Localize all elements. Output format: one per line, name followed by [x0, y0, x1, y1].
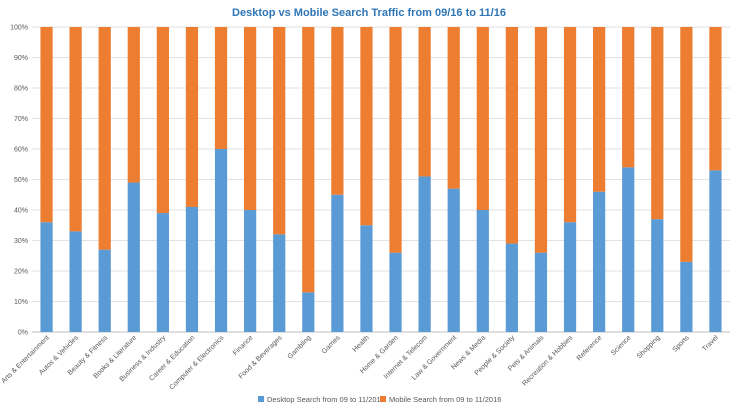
- bar-mobile: [389, 27, 402, 253]
- bar-desktop: [709, 170, 722, 332]
- y-tick-label: 60%: [14, 147, 28, 154]
- bar-desktop: [360, 225, 373, 332]
- gridlines: [32, 26, 730, 333]
- bar-mobile: [505, 27, 518, 244]
- x-tick-label: Computer & Electronics: [169, 334, 226, 391]
- bar-desktop: [563, 222, 577, 332]
- legend-label: Mobile Search from 09 to 11/2016: [389, 395, 501, 404]
- bar-mobile: [418, 27, 431, 177]
- y-tick-label: 20%: [14, 269, 28, 276]
- bar-mobile: [331, 27, 344, 195]
- bar-mobile: [680, 27, 693, 262]
- legend-swatch: [380, 396, 386, 402]
- bar-desktop: [302, 292, 315, 332]
- bar-desktop: [505, 243, 518, 332]
- x-tick-label: Recreation & Hobbies: [521, 334, 574, 387]
- bar-desktop: [651, 219, 664, 332]
- bar-mobile: [156, 27, 169, 214]
- y-tick-label: 100%: [10, 25, 28, 32]
- bar-desktop: [127, 182, 140, 332]
- bar-desktop: [156, 213, 169, 332]
- bar-mobile: [40, 27, 53, 223]
- y-tick-label: 90%: [14, 55, 28, 62]
- bar-desktop: [389, 252, 402, 332]
- bar-desktop: [98, 249, 111, 332]
- bar-mobile: [360, 27, 373, 226]
- bar-desktop: [476, 210, 489, 332]
- bar-mobile: [563, 27, 577, 223]
- bar-mobile: [127, 27, 140, 183]
- bar-desktop: [185, 206, 199, 332]
- bar-desktop: [622, 167, 635, 332]
- x-tick-label: Travel: [701, 334, 720, 353]
- y-tick-label: 80%: [14, 86, 28, 93]
- y-tick-label: 0%: [18, 330, 28, 337]
- bar-desktop: [680, 261, 693, 332]
- bar-mobile: [273, 27, 286, 235]
- bar-mobile: [476, 27, 489, 210]
- bar-mobile: [593, 27, 606, 192]
- bar-mobile: [651, 27, 664, 220]
- y-tick-label: 40%: [14, 208, 28, 215]
- bar-mobile: [98, 27, 111, 250]
- legend-swatch: [258, 396, 264, 402]
- bar-desktop: [331, 194, 344, 332]
- bar-mobile: [244, 27, 257, 210]
- x-tick-label: Arts & Entertainment: [0, 334, 51, 385]
- y-axis-tick-labels: 0% 10% 20% 30% 40% 50% 60% 70% 80% 90% 100%: [10, 25, 28, 337]
- bar-mobile: [709, 27, 722, 171]
- bar-mobile: [302, 27, 315, 293]
- x-tick-label: Finance: [232, 334, 255, 357]
- bar-desktop: [273, 234, 286, 332]
- y-tick-label: 50%: [14, 177, 28, 184]
- chart-title: Desktop vs Mobile Search Traffic from 09…: [232, 7, 506, 19]
- bar-mobile: [214, 27, 228, 149]
- x-tick-label: Sports: [672, 334, 692, 354]
- bar-mobile: [534, 27, 548, 253]
- bar-desktop: [534, 252, 548, 332]
- bar-mobile: [622, 27, 635, 168]
- y-tick-label: 30%: [14, 238, 28, 245]
- x-tick-label: Shopping: [636, 334, 662, 360]
- y-tick-label: 70%: [14, 116, 28, 123]
- legend: Desktop Search from 09 to 11/2016 Mobile …: [258, 395, 501, 404]
- bar-desktop: [593, 191, 606, 332]
- bar-desktop: [418, 176, 431, 332]
- legend-label: Desktop Search from 09 to 11/2016: [267, 395, 385, 404]
- x-tick-label: Science: [610, 334, 633, 357]
- bar-mobile: [185, 27, 199, 207]
- y-tick-label: 10%: [14, 299, 28, 306]
- bar-mobile: [447, 27, 460, 189]
- bar-mobile: [69, 27, 82, 232]
- bar-desktop: [69, 231, 82, 332]
- bar-desktop: [214, 149, 228, 332]
- bar-desktop: [447, 188, 460, 332]
- x-tick-label: Gambling: [287, 334, 313, 360]
- bars: [40, 27, 722, 332]
- x-tick-label: Games: [321, 334, 342, 355]
- x-tick-label: Reference: [576, 334, 604, 362]
- bar-desktop: [244, 210, 257, 332]
- bar-desktop: [40, 222, 53, 332]
- x-tick-label: Health: [352, 334, 371, 353]
